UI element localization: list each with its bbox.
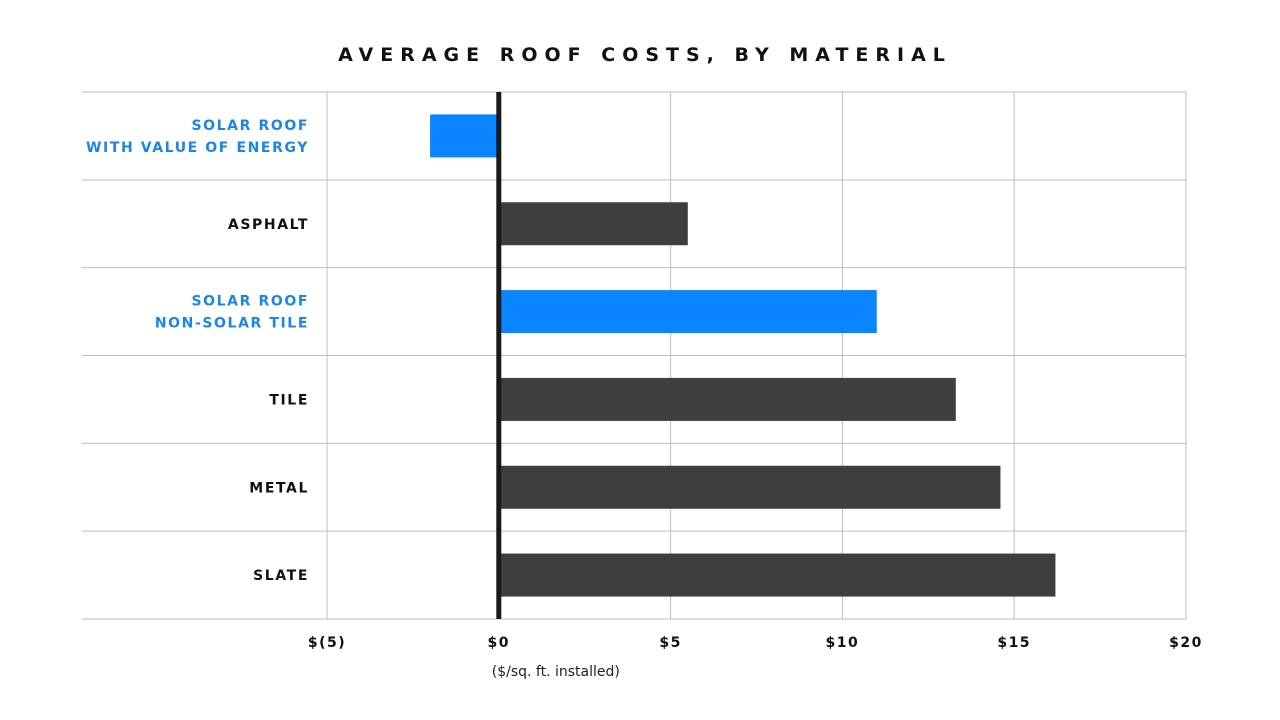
bar bbox=[498, 290, 877, 334]
bar bbox=[498, 465, 1001, 509]
category-label: ASPHALT bbox=[228, 217, 309, 233]
x-tick-label: $5 bbox=[659, 635, 681, 651]
x-tick-label: $10 bbox=[826, 635, 860, 651]
chart-title: AVERAGE ROOF COSTS, BY MATERIAL bbox=[338, 44, 952, 66]
x-tick-label: $0 bbox=[488, 635, 510, 651]
category-label: WITH VALUE OF ENERGY bbox=[86, 140, 309, 156]
category-label: SLATE bbox=[253, 568, 309, 584]
category-label: SOLAR ROOF bbox=[191, 118, 309, 134]
x-tick-label: $(5) bbox=[308, 635, 346, 651]
x-tick-label: $15 bbox=[997, 635, 1031, 651]
x-axis-title: ($/sq. ft. installed) bbox=[492, 664, 620, 680]
bar bbox=[430, 114, 499, 158]
bar bbox=[498, 553, 1056, 597]
bar bbox=[498, 202, 688, 246]
bar bbox=[498, 377, 956, 421]
x-tick-label: $20 bbox=[1169, 635, 1203, 651]
category-label: SOLAR ROOF bbox=[191, 294, 309, 310]
category-label: METAL bbox=[249, 480, 309, 496]
category-label: NON-SOLAR TILE bbox=[155, 316, 309, 332]
category-label: TILE bbox=[269, 392, 309, 408]
